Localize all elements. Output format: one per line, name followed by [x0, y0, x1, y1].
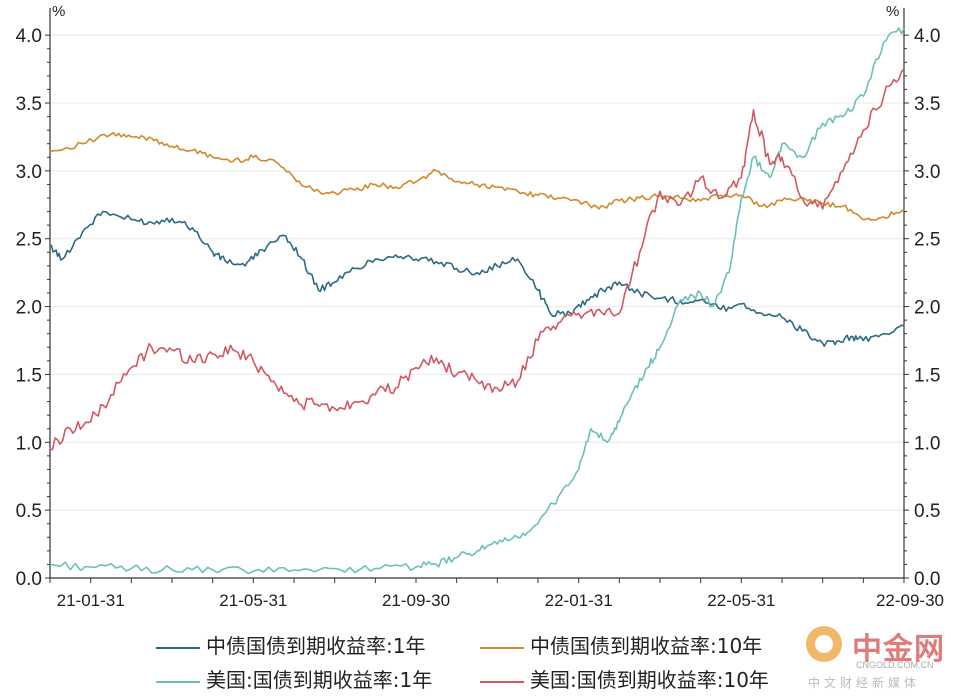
- axes: [45, 8, 909, 583]
- x-tick-label: 21-09-30: [382, 591, 450, 610]
- watermark-logo: 中金网 CNGOLD.COM.CN 中文财经新媒体: [806, 620, 956, 696]
- gridlines: [50, 34, 904, 511]
- y-tick-label-right: 0.5: [914, 501, 940, 522]
- x-tick-label: 22-01-31: [545, 591, 613, 610]
- logo-icon: [806, 626, 842, 662]
- y-tick-label-left: 4.0: [16, 26, 42, 47]
- y-tick-label-right: 0.0: [914, 569, 940, 590]
- legend-item-cn-10y: 中债国债到期收益率:10年: [480, 630, 762, 659]
- legend-swatch: [156, 646, 200, 649]
- y-tick-label-left: 2.0: [16, 298, 42, 319]
- x-axis-labels: 21-01-31 21-05-31 21-09-30 22-01-31 22-05-31…: [57, 591, 944, 610]
- y-tick-label-right: 3.5: [914, 94, 940, 115]
- y-tick-label-left: 3.5: [16, 94, 42, 115]
- legend-swatch: [156, 680, 200, 683]
- y-tick-label-left: 1.5: [16, 365, 42, 386]
- y-tick-label-right: 4.0: [914, 26, 940, 47]
- y-tick-label-right: 3.0: [914, 162, 940, 183]
- y-tick-label-left: 2.5: [16, 230, 42, 251]
- y-axis-left-unit: %: [52, 3, 65, 20]
- x-tick-label: 22-05-31: [707, 591, 775, 610]
- y-tick-label-right: 1.0: [914, 433, 940, 454]
- y-tick-label-right: 2.5: [914, 230, 940, 251]
- y-axis-right-unit: %: [886, 3, 899, 20]
- legend-label: 美国:国债到期收益率:10年: [530, 668, 769, 692]
- y-tick-label-right: 2.0: [914, 298, 940, 319]
- series-lines: [49, 27, 905, 575]
- legend-item-cn-1y: 中债国债到期收益率:1年: [156, 630, 425, 659]
- y-tick-label-left: 1.0: [16, 433, 42, 454]
- x-tick-label: 22-09-30: [876, 591, 944, 610]
- series-line-1: [49, 210, 905, 348]
- y-tick-label-left: 3.0: [16, 162, 42, 183]
- legend-label: 中债国债到期收益率:1年: [206, 634, 426, 658]
- y-tick-label-right: 1.5: [914, 365, 940, 386]
- legend-item-us-1y: 美国:国债到期收益率:1年: [156, 664, 432, 693]
- logo-domain: CNGOLD.COM.CN: [856, 660, 934, 670]
- y-tick-label-left: 0.0: [16, 569, 42, 590]
- legend-swatch: [480, 646, 524, 649]
- y-axis-left-labels: 0.0 0.5 1.0 1.5 2.0 2.5 3.0 3.5 4.0: [16, 26, 42, 590]
- y-tick-label-left: 0.5: [16, 501, 42, 522]
- legend-label: 美国:国债到期收益率:1年: [206, 668, 433, 692]
- series-line-3: [49, 27, 905, 575]
- series-line-4: [49, 68, 905, 451]
- series-line-2: [49, 131, 905, 221]
- x-tick-label: 21-01-31: [57, 591, 125, 610]
- legend-label: 中债国债到期收益率:10年: [530, 634, 763, 658]
- legend-item-us-10y: 美国:国债到期收益率:10年: [480, 664, 769, 693]
- logo-subtitle: 中文财经新媒体: [808, 676, 921, 690]
- x-tick-label: 21-05-31: [219, 591, 287, 610]
- y-axis-right-labels: 0.0 0.5 1.0 1.5 2.0 2.5 3.0 3.5 4.0: [914, 26, 940, 590]
- logo-text: 中金网: [852, 632, 945, 667]
- legend-swatch: [480, 680, 524, 683]
